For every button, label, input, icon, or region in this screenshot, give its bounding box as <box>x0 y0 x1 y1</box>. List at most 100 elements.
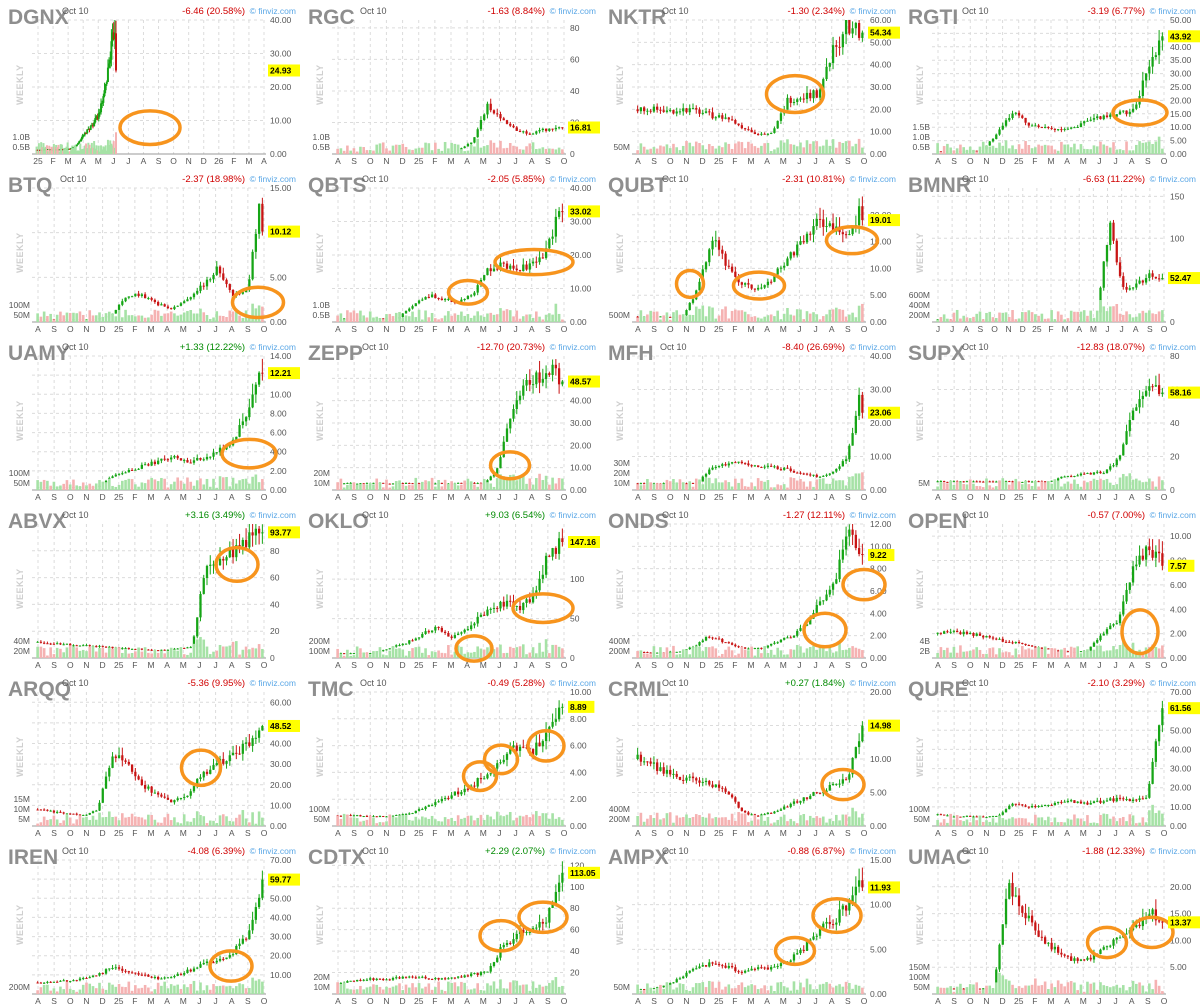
volume-bar <box>372 984 375 994</box>
volume-bar <box>355 989 359 994</box>
volume-bar <box>94 819 98 826</box>
candle <box>939 632 943 636</box>
volume-bar <box>456 485 460 490</box>
chart-panel[interactable]: 0.00 5.00 10.00 15.00 20.00 25.00 30.00 35.00 40… <box>900 0 1200 168</box>
volume-bar <box>538 642 541 658</box>
volume-bar <box>411 485 414 490</box>
candle <box>473 291 476 297</box>
chart-panel[interactable]: 0.005.0010.0015.00ASOND25FMAMJJASO100M50… <box>0 168 300 336</box>
volume-bar <box>734 309 737 322</box>
chart-panel[interactable]: 0.0010.0020.0030.0040.0050.00ASOND25FMAM… <box>300 336 600 504</box>
candle <box>241 934 244 945</box>
volume-bar <box>675 815 679 826</box>
volume-bar <box>975 647 979 658</box>
x-tick-label: S <box>545 660 551 670</box>
candle <box>779 807 783 811</box>
volume-tick-label: 0.5B <box>313 310 331 320</box>
volume-bar <box>398 648 401 658</box>
candle <box>82 976 85 981</box>
chart-panel[interactable]: 0.0010.0020.0030.0040.0050.0060.0070.00A… <box>900 672 1200 840</box>
chart-panel[interactable]: 050100150JJASOND25FMAMJJASO600M400M200MB… <box>900 168 1200 336</box>
candle <box>85 976 88 980</box>
volume-bar <box>463 982 466 994</box>
candle <box>1089 646 1092 652</box>
candle <box>1096 638 1099 644</box>
chart-panel[interactable]: 020406080ASOND25FMAMJJASO1.0B0.5BRGCOct … <box>300 0 600 168</box>
candle <box>662 985 665 988</box>
volume-bar <box>336 648 339 658</box>
candle <box>972 815 975 818</box>
candle <box>708 959 711 968</box>
x-tick-label: J <box>497 828 501 838</box>
volume-bar <box>724 142 727 154</box>
candle <box>1050 937 1053 952</box>
volume-bar <box>747 141 750 154</box>
x-tick-label: A <box>35 324 41 334</box>
price-change: -3.19 (6.77%) <box>1087 6 1145 17</box>
chart-panel[interactable]: 5.00 10.00 15.00 20.00 A S O N D 25 F M A M J J A S O 150M 1… <box>900 840 1200 1008</box>
chart-panel[interactable]: 0.005.0010.0015.0020.00ASOND25FMAMJJASO5… <box>600 168 900 336</box>
chart-panel[interactable]: 0.005.0010.0015.0020.00ASOND25FMAMJJASO4… <box>600 672 900 840</box>
candle <box>470 142 473 145</box>
volume-bar <box>766 816 770 826</box>
chart-panel[interactable]: 0.00 10.00 20.00 30.00 40.00 25 F M A M J J A S O N D 26 F… <box>0 0 300 168</box>
y-tick-label: 5.00 <box>270 272 287 282</box>
x-tick-label: J <box>797 660 801 670</box>
candle <box>72 979 75 982</box>
volume-bar <box>169 984 173 994</box>
chart-panel[interactable]: 0.0010.0020.0030.0040.0050.0060.00ASOND2… <box>0 672 300 840</box>
volume-bar <box>111 817 114 826</box>
highlight-circle <box>446 278 490 306</box>
volume-bar <box>55 314 59 322</box>
y-tick-label: 2.00 <box>270 466 287 476</box>
volume-bar <box>551 314 554 322</box>
volume-bar <box>81 314 85 322</box>
x-tick-label: M <box>1062 324 1069 334</box>
chart-panel[interactable]: 0.002.004.006.008.0010.00ASOND25FMAMJJAS… <box>900 504 1200 672</box>
candle <box>734 461 737 464</box>
volume-bar <box>939 987 943 994</box>
x-tick-label: O <box>261 660 268 670</box>
volume-bar <box>952 312 956 322</box>
volume-bar <box>111 485 114 490</box>
volume-bar <box>427 143 431 154</box>
volume-bar <box>835 147 838 154</box>
volume-bar <box>1037 315 1040 322</box>
candle <box>1024 903 1027 926</box>
volume-bar <box>962 483 965 490</box>
volume-bar <box>776 484 779 490</box>
chart-panel[interactable]: 0 20 40 60 80 A S O N D 25 F M A M J J A S O 40M 20M ABVX Oct 1… <box>0 504 300 672</box>
chart-panel[interactable]: 0.00 5.00 10.00 15.00 A S O N D 25 F M A M J J A S O 50M AMP… <box>600 840 900 1008</box>
candle <box>1086 956 1089 961</box>
volume-bar <box>1135 144 1138 154</box>
candle <box>678 108 682 115</box>
volume-bar <box>372 651 375 658</box>
chart-panel[interactable]: 0.00 10.00 20.00 30.00 40.00 A S O N D 25 F M A M J J A S O… <box>600 336 900 504</box>
chart-panel[interactable]: 0.00 10.00 20.00 30.00 40.00 A S O N D 25 F M A M J J A S O… <box>300 168 600 336</box>
chart-panel[interactable]: 0 50 100 A S O N D 25 F M A M J J A S O 200M 100M OKLO Oct 10… <box>300 504 600 672</box>
x-tick-label: A <box>764 324 770 334</box>
volume-bar <box>949 986 952 994</box>
candle <box>538 571 541 594</box>
candle <box>1066 954 1070 960</box>
candle <box>652 756 656 770</box>
candle <box>430 630 434 634</box>
candle <box>998 637 1001 640</box>
candle <box>95 645 98 648</box>
chart-panel[interactable]: 10.0020.0030.0040.0050.0060.0070.00ASOND… <box>0 840 300 1008</box>
chart-panel[interactable]: 0.002.004.006.008.0010.0012.0014.00ASOND… <box>0 336 300 504</box>
chart-panel[interactable]: 20 40 60 80 100 120 A S O N D 25 F M A M J J A S O 20M 10M CDTX… <box>300 840 600 1008</box>
candle <box>646 651 649 654</box>
candle <box>975 480 978 483</box>
volume-bar <box>205 478 209 490</box>
x-tick-label: D <box>400 660 406 670</box>
candle <box>460 297 463 303</box>
chart-panel[interactable]: 0.00 2.00 4.00 6.00 8.00 10.00 12.00 A S O N D 25 F M A… <box>600 504 900 672</box>
candle <box>1157 539 1161 563</box>
chart-date: Oct 10 <box>662 510 689 520</box>
chart-panel[interactable]: 020406080ASOND25FMAMJJASO5MSUPXOct 10-12… <box>900 336 1200 504</box>
candle <box>1024 804 1027 808</box>
volume-bar <box>763 143 766 154</box>
